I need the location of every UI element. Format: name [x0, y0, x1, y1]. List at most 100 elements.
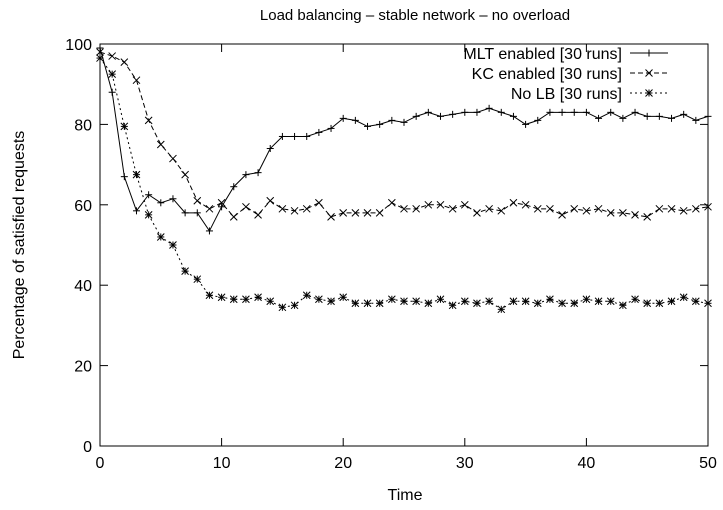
series-2-point — [120, 122, 129, 131]
series-0-point — [461, 108, 469, 116]
series-0-point — [436, 112, 444, 120]
y-tick-label: 0 — [83, 439, 92, 456]
series-0-point — [218, 203, 226, 211]
series-2-point — [193, 275, 202, 284]
series-2-point — [339, 293, 348, 302]
series-2-point — [606, 297, 615, 306]
series-0-point — [132, 207, 140, 215]
legend: MLT enabled [30 runs] KC enabled [30 runs… — [463, 46, 668, 103]
series-0 — [96, 44, 712, 235]
series-1-point — [412, 204, 421, 213]
series-2-point — [521, 297, 530, 306]
series-2-point — [375, 299, 384, 308]
series-1-point — [643, 213, 652, 221]
series-0-point — [509, 112, 517, 120]
series-1-point — [254, 210, 262, 219]
series-0-point — [692, 116, 700, 124]
series-2-point — [156, 233, 165, 241]
series-1-point — [327, 213, 335, 221]
series-1-point — [120, 58, 129, 66]
series-0-point — [680, 110, 688, 118]
y-axis-title: Percentage of satisfied requests — [11, 131, 28, 360]
series-0-point — [473, 108, 481, 116]
series-0-point — [704, 112, 712, 120]
series-line-2 — [99, 57, 709, 310]
series-0-point — [376, 120, 384, 128]
series-1-point — [266, 196, 275, 205]
series-0-point — [230, 183, 238, 191]
series-2-point — [254, 293, 262, 302]
series-2 — [96, 54, 712, 314]
series-2-point — [473, 299, 481, 308]
series-2-point — [497, 305, 506, 314]
series-2-point — [242, 295, 250, 304]
x-tick-label: 10 — [213, 455, 231, 472]
series-2-point — [546, 295, 554, 304]
series-1-point — [679, 206, 688, 215]
series-0-point — [655, 112, 663, 120]
series-1-point — [460, 200, 469, 209]
series-2-point — [229, 295, 238, 304]
series-1 — [96, 48, 712, 221]
y-tick-label: 80 — [74, 117, 92, 134]
series-1-point — [691, 204, 700, 213]
x-tick-label: 30 — [456, 455, 474, 472]
series-1-point — [108, 52, 117, 60]
axis-tick-labels: 0 20 40 60 80 100 0 10 20 30 40 50 — [65, 37, 717, 472]
series-2-point — [485, 297, 493, 306]
series-2-point — [327, 297, 335, 306]
series-2-point — [655, 299, 664, 308]
series-2-point — [96, 54, 104, 62]
legend-marker-1 — [645, 69, 653, 77]
y-tick-label: 40 — [74, 278, 92, 295]
series-0-point — [582, 108, 590, 116]
series-2-point — [619, 301, 627, 310]
series-1-point — [315, 198, 323, 207]
series-1-point — [667, 204, 676, 213]
series-2-point — [594, 297, 603, 306]
series-2-point — [400, 297, 408, 306]
series-2-point — [266, 297, 275, 306]
series-1-point — [205, 204, 214, 213]
series-2-point — [570, 299, 579, 308]
series-1-point — [278, 204, 287, 213]
series-1-point — [594, 204, 603, 213]
series-0-point — [278, 132, 286, 140]
series-0-point — [351, 116, 359, 124]
series-1-point — [606, 208, 615, 217]
series-2-point — [315, 295, 323, 304]
y-tick-label: 60 — [74, 198, 92, 215]
series-1-point — [521, 200, 530, 209]
series-1-point — [169, 154, 177, 163]
series-2-point — [424, 299, 433, 308]
series-1-point — [485, 204, 493, 213]
series-2-point — [582, 295, 591, 304]
series-2-point — [205, 291, 214, 300]
x-tick-label: 50 — [699, 455, 717, 472]
series-0-point — [145, 191, 153, 199]
series-0-point — [449, 110, 457, 118]
series-0-point — [339, 114, 347, 122]
series-1-point — [704, 202, 712, 211]
series-0-point — [497, 108, 505, 116]
series-0-point — [181, 209, 189, 217]
series-1-point — [582, 206, 591, 215]
series-0-point — [668, 114, 676, 122]
series-2-point — [132, 170, 141, 179]
series-1-point — [156, 140, 165, 149]
series-1-point — [363, 208, 372, 217]
series-0-point — [120, 173, 128, 181]
series-1-point — [351, 208, 360, 217]
axis-ticks — [99, 43, 709, 447]
series-0-point — [108, 88, 116, 96]
series-2-point — [181, 267, 189, 275]
series-2-point — [631, 295, 639, 304]
series-1-point — [497, 206, 506, 215]
series-1-point — [229, 213, 238, 221]
series-2-point — [351, 299, 360, 308]
series-1-point — [631, 210, 639, 219]
series-0-point — [546, 108, 554, 116]
legend-label: MLT enabled [30 runs] — [463, 46, 622, 63]
series-1-point — [533, 204, 542, 213]
